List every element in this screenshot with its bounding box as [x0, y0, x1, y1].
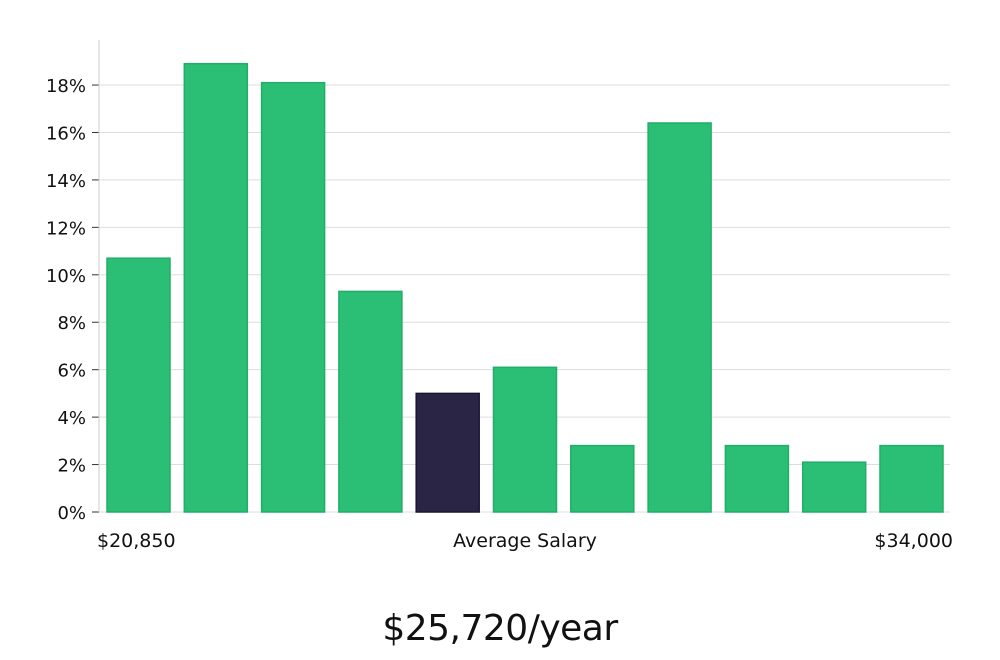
- bars: [106, 62, 944, 513]
- x-min-label: $20,850: [97, 530, 176, 552]
- y-axis-ticks: 0% 2% 4% 6% 8% 10% 12% 14% 16% 18%: [46, 76, 99, 524]
- y-tick-label: 12%: [46, 218, 86, 239]
- y-tick-label: 18%: [46, 76, 86, 97]
- bar: [492, 366, 558, 513]
- bar: [106, 257, 171, 513]
- bar: [879, 444, 944, 513]
- x-axis-title: Average Salary: [453, 530, 597, 552]
- bar: [647, 122, 712, 513]
- bar: [260, 81, 326, 513]
- bar-highlighted: [415, 392, 480, 513]
- y-tick-label: 4%: [57, 408, 86, 429]
- y-tick-label: 2%: [57, 456, 86, 477]
- bar: [183, 62, 249, 513]
- x-max-label: $34,000: [874, 530, 953, 552]
- y-tick-label: 6%: [57, 361, 86, 382]
- average-salary-value: $25,720/year: [382, 608, 618, 649]
- y-tick-label: 14%: [46, 171, 86, 192]
- salary-histogram: 0% 2% 4% 6% 8% 10% 12% 14% 16% 18% $20,850 Averag…: [46, 40, 953, 552]
- bar: [801, 461, 867, 513]
- y-tick-label: 8%: [57, 313, 86, 334]
- bar: [724, 444, 790, 513]
- y-tick-label: 10%: [46, 266, 86, 287]
- y-tick-label: 0%: [57, 503, 86, 524]
- bar: [338, 290, 403, 513]
- y-tick-label: 16%: [46, 123, 86, 144]
- bar: [570, 444, 635, 513]
